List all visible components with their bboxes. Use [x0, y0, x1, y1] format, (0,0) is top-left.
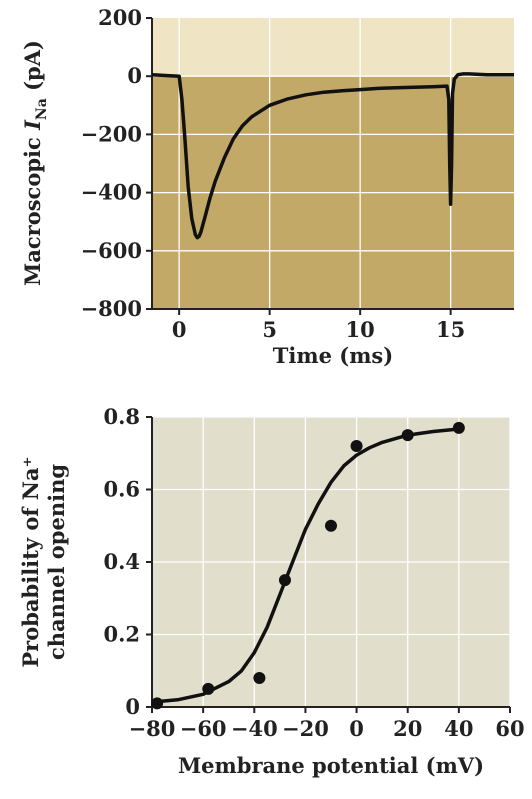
probability-data-point: [253, 672, 266, 684]
current-trace-line: [151, 72, 514, 240]
probability-x-axis-label: Membrane potential (mV): [178, 753, 484, 778]
current-y-tick-label: 0: [127, 63, 142, 88]
current-y-tick-label: 200: [98, 5, 142, 30]
probability-x-tick-label: 60: [495, 716, 524, 741]
probability-chart: 0 0.2 0.4 0.6 0.8 −80 −60 −40 −20 0 20 40 60 Membra…: [18, 404, 525, 778]
current-y-ticks: 200 0 −200 −400 −600 −800: [81, 5, 152, 321]
current-x-tick-label: 0: [172, 317, 187, 342]
probability-data-points: [151, 421, 465, 710]
probability-data-point: [202, 682, 215, 695]
probability-y-axis-label-line1: Probability of Na⁺: [18, 456, 43, 667]
probability-y-tick-label: 0.2: [103, 622, 140, 647]
probability-x-tick-label: −40: [231, 716, 278, 741]
probability-data-point: [350, 440, 363, 452]
probability-y-axis-label-line2: channel opening: [44, 464, 69, 660]
probability-y-tick-label: 0: [125, 694, 140, 719]
probability-data-point: [325, 519, 337, 532]
probability-y-tick-label: 0.8: [103, 404, 140, 429]
probability-x-tick-label: −20: [282, 716, 329, 741]
current-y-tick-label: −600: [81, 238, 142, 263]
probability-data-point: [401, 429, 414, 442]
probability-y-ticks: 0 0.2 0.4 0.6 0.8: [103, 404, 152, 719]
probability-x-tick-label: 0: [349, 716, 364, 741]
probability-x-tick-label: −80: [129, 716, 176, 741]
probability-x-tick-label: 20: [393, 716, 422, 741]
current-y-tick-label: −400: [81, 180, 142, 205]
probability-y-tick-label: 0.6: [103, 477, 140, 502]
current-x-ticks: 0 5 10 15: [172, 309, 465, 342]
current-y-axis-label: Macroscopic INa (pA): [20, 40, 50, 286]
probability-data-point: [151, 697, 164, 710]
sigmoid-fit-curve: [156, 427, 460, 704]
probability-data-point: [278, 574, 291, 587]
current-x-tick-label: 15: [436, 317, 465, 342]
current-chart: 200 0 −200 −400 −600 −800 0 5 10 15 Time (ms) Ma…: [20, 5, 514, 368]
current-y-tick-label: −800: [81, 296, 142, 321]
probability-gridlines: [152, 416, 511, 707]
current-y-tick-label: −200: [81, 121, 142, 146]
probability-x-tick-label: 40: [444, 716, 473, 741]
probability-x-ticks: −80 −60 −40 −20 0 20 40 60: [129, 707, 525, 741]
current-x-tick-label: 5: [262, 317, 277, 342]
current-x-tick-label: 10: [346, 317, 375, 342]
current-x-axis-label: Time (ms): [273, 343, 393, 368]
probability-y-tick-label: 0.4: [103, 549, 140, 574]
probability-x-tick-label: −60: [180, 716, 227, 741]
current-positive-band: [152, 18, 514, 77]
probability-data-point: [452, 421, 465, 434]
